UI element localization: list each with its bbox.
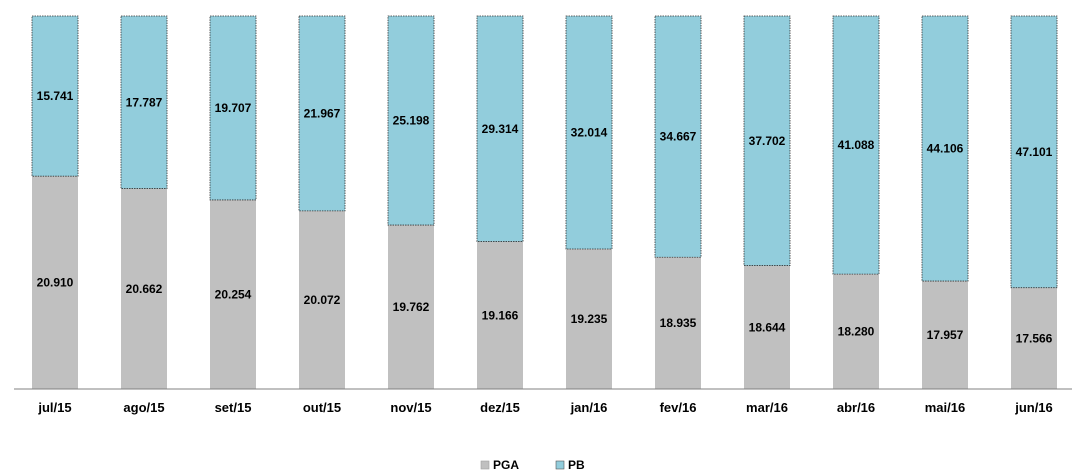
bar-pb-out-15 bbox=[298, 15, 346, 212]
data-label-pb-dez-15: 29.314 bbox=[482, 122, 519, 136]
bar-pga-fev-16 bbox=[655, 257, 701, 389]
bar-pga-set-15 bbox=[210, 199, 256, 389]
bars-group bbox=[31, 15, 1058, 389]
bar-pga-mai-16 bbox=[922, 281, 968, 389]
x-tick-label-fev-16: fev/16 bbox=[660, 400, 697, 415]
x-tick-label-abr-16: abr/16 bbox=[837, 400, 875, 415]
data-label-pb-mar-16: 37.702 bbox=[749, 134, 786, 148]
x-tick-label-nov-15: nov/15 bbox=[390, 400, 431, 415]
bar-pb-set-15 bbox=[209, 15, 257, 201]
x-tick-label-dez-15: dez/15 bbox=[480, 400, 520, 415]
data-label-pga-set-15: 20.254 bbox=[215, 287, 252, 301]
data-label-pga-jan-16: 19.235 bbox=[571, 312, 608, 326]
data-label-pb-out-15: 21.967 bbox=[304, 106, 341, 120]
legend-swatch-pga bbox=[480, 460, 490, 470]
bar-pga-dez-15 bbox=[477, 241, 523, 389]
x-tick-label-ago-15: ago/15 bbox=[123, 400, 164, 415]
bar-pb-fev-16 bbox=[654, 15, 702, 258]
bar-pga-nov-15 bbox=[388, 225, 434, 389]
data-label-pb-set-15: 19.707 bbox=[215, 101, 252, 115]
x-tick-label-out-15: out/15 bbox=[303, 400, 341, 415]
bar-pga-ago-15 bbox=[121, 188, 167, 389]
x-tick-label-set-15: set/15 bbox=[215, 400, 252, 415]
data-label-pb-abr-16: 41.088 bbox=[838, 138, 875, 152]
data-label-pga-fev-16: 18.935 bbox=[660, 316, 697, 330]
bar-pb-jan-16 bbox=[565, 15, 613, 250]
x-tick-label-jun-16: jun/16 bbox=[1014, 400, 1053, 415]
data-label-pga-jul-15: 20.910 bbox=[37, 276, 74, 290]
legend-swatch-pb bbox=[555, 460, 565, 470]
bar-pga-jan-16 bbox=[566, 249, 612, 389]
x-tick-labels-group: jul/15 ago/15 set/15 out/15 nov/15 dez/15 jan/… bbox=[37, 400, 1052, 415]
legend-label-pga: PGA bbox=[493, 458, 519, 472]
data-label-pb-jan-16: 32.014 bbox=[571, 126, 608, 140]
bar-pga-jun-16 bbox=[1011, 287, 1057, 389]
x-tick-label-mai-16: mai/16 bbox=[925, 400, 965, 415]
bar-pb-dez-15 bbox=[476, 15, 524, 242]
data-label-pga-jun-16: 17.566 bbox=[1016, 331, 1053, 345]
x-tick-label-mar-16: mar/16 bbox=[746, 400, 788, 415]
bar-pga-jul-15 bbox=[32, 176, 78, 389]
data-label-pb-jul-15: 15.741 bbox=[37, 89, 74, 103]
bar-pb-abr-16 bbox=[832, 15, 880, 275]
data-label-pga-mai-16: 17.957 bbox=[927, 328, 964, 342]
data-label-pb-nov-15: 25.198 bbox=[393, 114, 430, 128]
bar-pb-jun-16 bbox=[1010, 15, 1058, 289]
data-label-pga-ago-15: 20.662 bbox=[126, 282, 163, 296]
data-label-pga-out-15: 20.072 bbox=[304, 293, 341, 307]
data-label-pb-mai-16: 44.106 bbox=[927, 142, 964, 156]
legend: PGA PB bbox=[480, 458, 585, 472]
bar-pb-jul-15 bbox=[31, 15, 79, 177]
data-labels-group: 20.910 15.741 20.662 17.787 20.254 19.707 20.0… bbox=[37, 89, 1053, 345]
data-label-pb-jun-16: 47.101 bbox=[1016, 145, 1053, 159]
x-tick-label-jul-15: jul/15 bbox=[37, 400, 71, 415]
data-label-pb-ago-15: 17.787 bbox=[126, 95, 163, 109]
data-label-pga-abr-16: 18.280 bbox=[838, 325, 875, 339]
bar-pb-mai-16 bbox=[921, 15, 969, 282]
bar-pga-out-15 bbox=[299, 210, 345, 389]
data-label-pga-mar-16: 18.644 bbox=[749, 320, 786, 334]
x-tick-label-jan-16: jan/16 bbox=[570, 400, 608, 415]
data-label-pb-fev-16: 34.667 bbox=[660, 130, 697, 144]
bar-pb-ago-15 bbox=[120, 15, 168, 189]
bar-pga-abr-16 bbox=[833, 274, 879, 389]
data-label-pga-nov-15: 19.762 bbox=[393, 300, 430, 314]
data-label-pga-dez-15: 19.166 bbox=[482, 308, 519, 322]
bar-pb-mar-16 bbox=[743, 15, 791, 266]
bar-pga-mar-16 bbox=[744, 265, 790, 389]
legend-label-pb: PB bbox=[568, 458, 585, 472]
bar-pb-nov-15 bbox=[387, 15, 435, 226]
